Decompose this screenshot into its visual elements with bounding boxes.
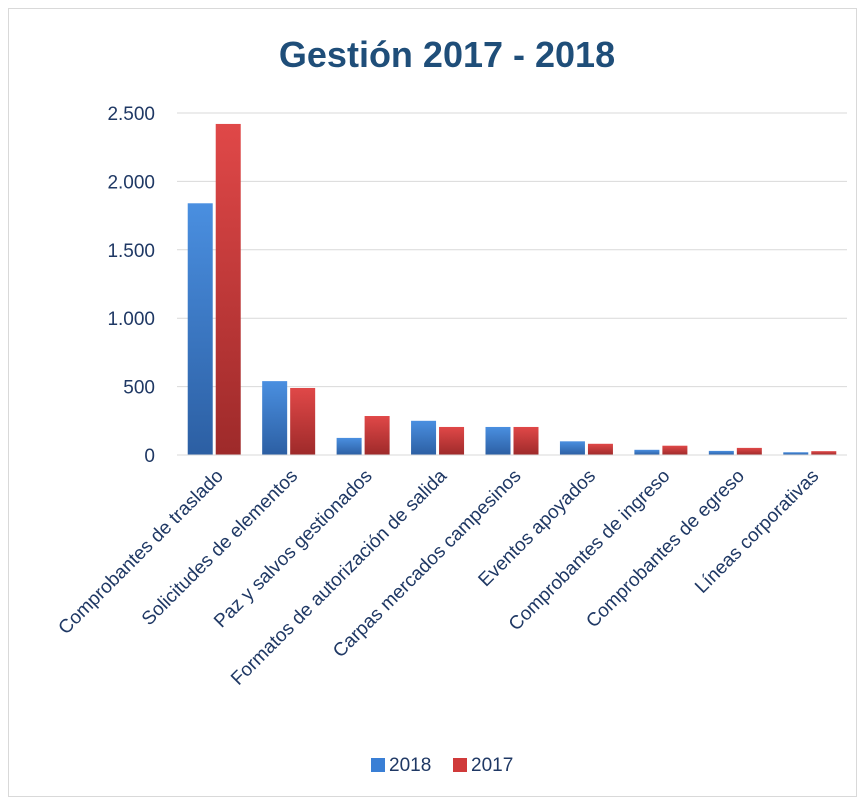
gridlines (177, 112, 847, 388)
bar-2017-6 (662, 445, 688, 455)
chart-frame: Gestión 2017 - 2018 0 500 1.000 1.500 2.000 2… (8, 8, 857, 797)
chart-title: Gestión 2017 - 2018 (279, 34, 615, 75)
y-tick-label: 1.500 (107, 241, 155, 262)
bar-2017-5 (587, 443, 613, 455)
bar-2018-0 (187, 203, 213, 455)
bar-2017-0 (215, 123, 241, 455)
bar-2018-5 (559, 441, 585, 455)
y-tick-label: 2.000 (107, 172, 155, 193)
bar-2017-4 (513, 426, 539, 455)
y-tick-label: 2.500 (107, 104, 155, 125)
bar-2018-2 (336, 437, 362, 455)
legend: 2018 2017 (371, 755, 513, 776)
y-tick-label: 500 (123, 378, 155, 399)
bar-2018-3 (411, 420, 437, 455)
bar-2017-7 (736, 447, 762, 455)
bar-chart: Gestión 2017 - 2018 0 500 1.000 1.500 2.000 2… (55, 34, 847, 776)
bar-2017-8 (811, 451, 837, 455)
bar-2018-8 (783, 452, 809, 455)
legend-label: 2017 (471, 755, 513, 776)
bar-2018-4 (485, 426, 511, 455)
legend-swatch-2018 (371, 758, 385, 772)
y-axis-ticks: 0 500 1.000 1.500 2.000 2.500 (107, 104, 155, 467)
y-tick-label: 1.000 (107, 309, 155, 330)
bar-2018-6 (634, 449, 660, 455)
y-tick-label: 0 (144, 446, 155, 467)
bar-2018-7 (708, 450, 734, 455)
bars (187, 123, 837, 455)
bar-2017-1 (290, 387, 316, 455)
bar-2017-3 (439, 426, 465, 455)
legend-label: 2018 (389, 755, 431, 776)
legend-swatch-2017 (453, 758, 467, 772)
bar-2017-2 (364, 416, 390, 455)
x-category-label: Solicitudes de elementos (138, 466, 302, 630)
x-category-label: Líneas corporativas (691, 466, 823, 598)
bar-2018-1 (262, 381, 288, 455)
